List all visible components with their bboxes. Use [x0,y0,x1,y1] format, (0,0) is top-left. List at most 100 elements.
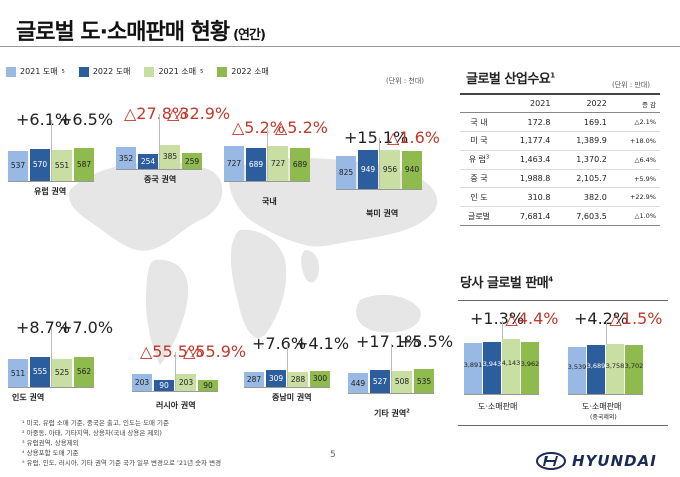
bar-value-label: 727 [226,158,242,168]
region-cell-text: 인 도 [470,192,488,202]
data-bar: 3,943 [483,341,501,395]
bar-value-label: 287 [246,374,262,384]
retail-change-label: △5.2% [275,118,328,137]
series-divider [159,114,160,170]
region-cell-text: 글로벌 [467,211,491,221]
data-bar: 3,962 [521,341,539,395]
company-sales-chart: +1.3% △4.4% 3,891 3,943 4,143 3,962 도·소매판매 +4.2… [458,300,668,426]
bar-value-label: 537 [10,161,26,171]
region-plot: 727 689 727 689 [224,128,310,182]
bar-value-label: 385 [162,152,178,162]
sales-title-sup: 4 [548,275,553,284]
region-name-text: 인도 권역 [12,393,45,402]
wholesale-change-label: △27.8% [124,104,188,123]
bar-value-label: 511 [10,368,26,378]
bar-value-label: 555 [32,367,48,377]
bar-value-label: 259 [184,156,200,166]
bar-value-label: 3,689 [586,362,606,371]
bar-value-label: 689 [248,159,264,169]
legend-item: 2021 소매 5 [144,66,203,77]
change-cell: +22.9% [610,187,660,208]
region-cell: 글로벌 [460,206,498,227]
wholesale-change-label: △5.2% [232,118,285,137]
baseline [132,391,218,392]
retail-change-label: +6.5% [59,110,114,129]
region-cell: 미 국 [460,131,498,151]
data-bar: 940 [402,150,422,190]
hyundai-logo: HYUNDAI [536,452,657,470]
bar-value-label: 727 [270,158,286,168]
value-2022-cell: 2,105.7 [554,169,611,189]
region-cell-sup: 3 [486,154,490,161]
value-2021-cell: 1,463.4 [498,150,555,170]
change-cell: △2.1% [610,112,660,133]
bar-value-label: 288 [290,374,306,384]
bar-value-label: 90 [159,381,169,390]
wholesale-change-label: +6.1% [16,110,71,129]
footnote: ¹ 미국, 유럽 소매 기준, 중국은 출고, 인도는 도매 기준 [22,419,169,427]
table-row: 미 국 1,177.4 1,389.9 +18.0% [460,131,660,151]
legend-label: 2022 소매 [231,67,269,76]
data-bar: 259 [182,153,202,170]
industry-demand-title: 글로벌 산업수요1 [466,68,555,87]
bar-value-label: 689 [292,159,308,169]
baseline [464,394,539,395]
region-name: 중남미 권역 [272,392,312,403]
logo-wordmark: HYUNDAI [572,452,657,470]
table-row: 유 럽3 1,463.4 1,370.2 △6.4% [460,150,660,170]
baseline [224,181,310,182]
retail-change-label: △1.6% [387,128,440,147]
region-chart: △27.8% △32.9% 352 254 385 259 중국 권역 [116,104,230,186]
value-2021-cell: 310.8 [498,187,555,208]
data-bar: 449 [348,373,368,394]
data-bar: 570 [30,148,50,182]
region-plot: 203 90 203 90 [132,352,218,392]
data-bar: 309 [266,370,286,388]
region-chart: △55.5% △55.9% 203 90 203 90 러시아 권역 [132,342,246,412]
region-chart: △5.2% △5.2% 727 689 727 689 국내 [224,118,328,208]
wholesale-change-label: +15.1% [344,128,409,147]
table-header-cell: 2022 [554,93,611,114]
data-bar: 3,702 [625,345,643,395]
region-name-text: 중국 권역 [144,175,177,184]
data-bar: 3,758 [606,344,624,395]
region-name: 중국 권역 [144,174,176,185]
bar-value-label: 940 [404,165,420,175]
region-name-text: 국내 [262,197,277,206]
baseline [244,387,330,388]
retail-change-label: +7.0% [59,318,114,337]
region-name: 인도 권역 [12,392,44,403]
bar-value-label: 562 [76,367,92,377]
data-bar: 825 [336,155,356,190]
region-cell: 유 럽3 [460,150,498,170]
region-name-text: 중남미 권역 [272,393,312,402]
sales-group: +1.3% △4.4% 3,891 3,943 4,143 3,962 도·소매판매 [464,309,559,425]
retail-change-label: +5.5% [399,332,454,351]
industry-demand-table: 2021 2022 증 감 국 내 172.8 169.1 △2.1% 미 국 1,177… [460,93,660,227]
page-title-text: 글로벌 도·소매판매 현황 [16,20,230,45]
region-cell-text: 중 국 [470,174,488,184]
legend-item: 2022 도매 [78,66,130,77]
value-2022-cell: 1,370.2 [554,150,611,170]
retail-change-label: △1.5% [609,309,663,328]
region-chart: +15.1% △1.6% 825 949 956 940 북미 권역 [336,128,440,220]
data-bar: 537 [8,150,28,182]
region-cell: 인 도 [460,187,498,208]
data-bar: 727 [224,145,244,182]
region-name-sup: 2 [406,408,410,415]
region-name: 북미 권역 [366,208,398,219]
series-divider [287,344,288,388]
data-bar: 535 [414,369,434,394]
legend-swatch [217,66,228,77]
wholesale-change-label: +8.7% [16,318,71,337]
data-bar: 727 [268,145,288,182]
region-plot: 352 254 385 259 [116,114,202,170]
bar-value-label: 551 [54,161,70,171]
value-2022-cell: 169.1 [554,112,611,133]
region-chart: +6.1% +6.5% 537 570 551 587 유럽 권역 [8,110,113,198]
region-cell: 중 국 [460,169,498,189]
bar-value-label: 309 [268,374,284,384]
data-bar: 90 [198,380,218,392]
bar-value-label: 203 [134,377,150,387]
bar-value-label: 956 [382,165,398,175]
